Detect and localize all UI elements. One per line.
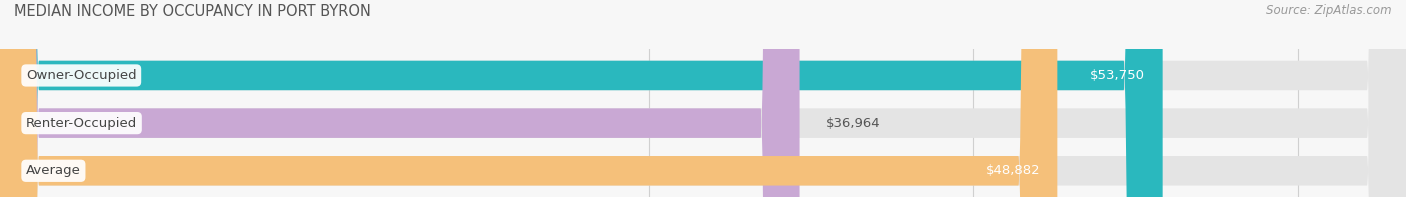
FancyBboxPatch shape [0,0,1163,197]
Text: $36,964: $36,964 [825,117,880,130]
Text: $53,750: $53,750 [1090,69,1146,82]
Text: Source: ZipAtlas.com: Source: ZipAtlas.com [1267,4,1392,17]
Text: MEDIAN INCOME BY OCCUPANCY IN PORT BYRON: MEDIAN INCOME BY OCCUPANCY IN PORT BYRON [14,4,371,19]
Text: Renter-Occupied: Renter-Occupied [25,117,138,130]
Text: Owner-Occupied: Owner-Occupied [25,69,136,82]
Text: Average: Average [25,164,80,177]
FancyBboxPatch shape [0,0,800,197]
FancyBboxPatch shape [0,0,1057,197]
Text: $48,882: $48,882 [986,164,1040,177]
